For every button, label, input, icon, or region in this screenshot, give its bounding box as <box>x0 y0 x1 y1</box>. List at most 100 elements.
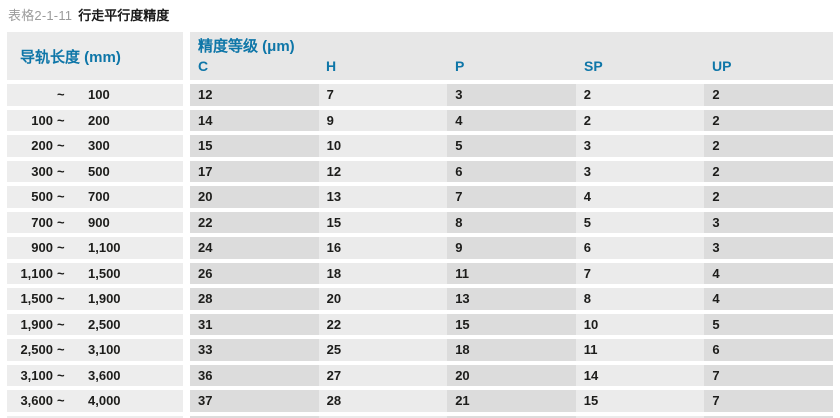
value-cell-sp: 2 <box>575 84 705 106</box>
value-cell-c <box>190 415 319 418</box>
rail-length-cell: 3,100 ~ 3,600 <box>7 364 183 386</box>
range-to: 4,000 <box>88 393 121 409</box>
value-cell-p: 5 <box>447 135 576 157</box>
rail-length-cell: 100 ~ 200 <box>7 109 183 131</box>
range-from: 300 <box>31 163 53 179</box>
table-row: 1,900 ~ 2,500 31 22 15 10 5 <box>0 313 840 335</box>
range-tilde: ~ <box>53 414 88 418</box>
accuracy-grade-header-cell: 精度等级 (μm) C H P SP UP <box>190 32 833 80</box>
value-cell-h: 16 <box>318 237 448 259</box>
value-cell-p <box>447 415 576 418</box>
rail-length-cell: 1,500 ~ 1,900 <box>7 288 183 310</box>
value-cell-p: 13 <box>447 288 576 310</box>
value-cell-h: 25 <box>318 339 448 361</box>
value-cell-h <box>318 415 448 418</box>
value-cell-p: 11 <box>447 262 576 284</box>
range-to: 500 <box>88 163 110 179</box>
range-from: 3,100 <box>20 367 53 383</box>
value-cell-h: 10 <box>318 135 448 157</box>
rail-length-cell: 2,500 ~ 3,100 <box>7 339 183 361</box>
value-cell-sp <box>575 415 705 418</box>
range-to: 1,100 <box>88 240 121 256</box>
value-cell-h: 18 <box>318 262 448 284</box>
range-to: 2,500 <box>88 316 121 332</box>
value-cell-up: 3 <box>704 211 833 233</box>
range-tilde: ~ <box>57 291 65 307</box>
table-rows: ~ 100 12 7 3 2 2 100 ~ 200 14 9 4 2 2 20… <box>0 84 840 418</box>
grade-column-label-up: UP <box>712 58 732 74</box>
grade-column-label-h: H <box>326 58 337 74</box>
value-cell-c: 36 <box>190 364 319 386</box>
value-cell-h: 27 <box>318 364 448 386</box>
value-cell-p: 20 <box>447 364 576 386</box>
value-cell-c: 15 <box>190 135 319 157</box>
value-cell-c: 14 <box>190 109 319 131</box>
value-cell-sp: 7 <box>575 262 705 284</box>
rail-length-cell: ~ 100 <box>7 84 183 106</box>
value-cell-up: 2 <box>704 109 833 131</box>
rail-length-header-cell: 导轨长度 (mm) <box>7 32 183 80</box>
range-to: 3,100 <box>88 342 121 358</box>
value-cell-up: 3 <box>704 237 833 259</box>
value-cell-c: 20 <box>190 186 319 208</box>
value-cell-up: 7 <box>704 364 833 386</box>
rail-length-cell: ~ <box>7 414 183 418</box>
table-row: 1,500 ~ 1,900 28 20 13 8 4 <box>0 288 840 310</box>
range-from: 900 <box>31 240 53 256</box>
range-tilde: ~ <box>57 189 65 205</box>
rail-length-cell: 1,900 ~ 2,500 <box>7 313 183 335</box>
rail-length-cell: 900 ~ 1,100 <box>7 237 183 259</box>
range-from: 100 <box>31 112 53 128</box>
range-tilde: ~ <box>57 138 65 154</box>
value-cell-p: 4 <box>447 109 576 131</box>
value-cell-up <box>704 415 833 418</box>
value-cell-up: 4 <box>704 262 833 284</box>
value-cell-p: 6 <box>447 160 576 182</box>
value-cell-h: 15 <box>318 211 448 233</box>
range-to: 3,600 <box>88 367 121 383</box>
rail-length-header-label: 导轨长度 (mm) <box>20 48 121 66</box>
value-cell-c: 28 <box>190 288 319 310</box>
value-cell-sp: 3 <box>575 135 705 157</box>
value-cell-p: 8 <box>447 211 576 233</box>
value-cell-up: 2 <box>704 186 833 208</box>
table-row: 700 ~ 900 22 15 8 5 3 <box>0 211 840 233</box>
value-cell-c: 17 <box>190 160 319 182</box>
range-tilde: ~ <box>57 316 65 332</box>
range-from: 500 <box>31 189 53 205</box>
value-cell-p: 15 <box>447 313 576 335</box>
range-tilde: ~ <box>57 240 65 256</box>
table-title-text: 行走平行度精度 <box>78 8 170 23</box>
value-cell-sp: 14 <box>575 364 705 386</box>
range-from: 3,600 <box>20 393 53 409</box>
range-tilde: ~ <box>57 342 65 358</box>
value-cell-sp: 8 <box>575 288 705 310</box>
range-tilde: ~ <box>57 393 65 409</box>
value-cell-c: 12 <box>190 84 319 106</box>
value-cell-up: 2 <box>704 135 833 157</box>
range-to: 100 <box>88 87 110 103</box>
table-row: 3,600 ~ 4,000 37 28 21 15 7 <box>0 390 840 412</box>
value-cell-h: 12 <box>318 160 448 182</box>
table-row: 300 ~ 500 17 12 6 3 2 <box>0 160 840 182</box>
value-cell-p: 3 <box>447 84 576 106</box>
value-cell-up: 2 <box>704 160 833 182</box>
value-cell-p: 7 <box>447 186 576 208</box>
value-cell-up: 4 <box>704 288 833 310</box>
value-cell-c: 22 <box>190 211 319 233</box>
value-cell-p: 18 <box>447 339 576 361</box>
grade-column-label-p: P <box>455 58 465 74</box>
value-cell-p: 9 <box>447 237 576 259</box>
cutoff-row: ~ <box>0 414 840 418</box>
range-tilde: ~ <box>57 163 65 179</box>
range-to: 900 <box>88 214 110 230</box>
table-row: 2,500 ~ 3,100 33 25 18 11 6 <box>0 339 840 361</box>
table-row: ~ 100 12 7 3 2 2 <box>0 84 840 106</box>
value-cell-sp: 10 <box>575 313 705 335</box>
table-row: 1,100 ~ 1,500 26 18 11 7 4 <box>0 262 840 284</box>
value-cell-sp: 4 <box>575 186 705 208</box>
value-cell-sp: 3 <box>575 160 705 182</box>
table-row: 200 ~ 300 15 10 5 3 2 <box>0 135 840 157</box>
grade-column-label-sp: SP <box>584 58 603 74</box>
